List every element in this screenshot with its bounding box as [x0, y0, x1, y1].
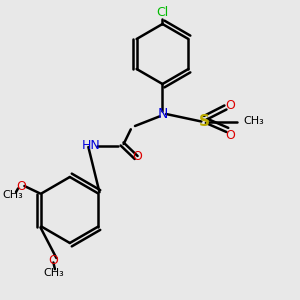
Text: S: S	[199, 114, 210, 129]
Text: N: N	[157, 107, 168, 121]
Text: Cl: Cl	[156, 5, 169, 19]
Text: CH₃: CH₃	[3, 190, 23, 200]
Text: O: O	[133, 150, 142, 164]
Text: O: O	[48, 254, 58, 267]
Text: O: O	[225, 99, 235, 112]
Text: O: O	[16, 179, 26, 193]
Text: CH₃: CH₃	[244, 116, 265, 127]
Text: O: O	[225, 129, 235, 142]
Text: HN: HN	[81, 139, 100, 152]
Text: CH₃: CH₃	[43, 268, 64, 278]
